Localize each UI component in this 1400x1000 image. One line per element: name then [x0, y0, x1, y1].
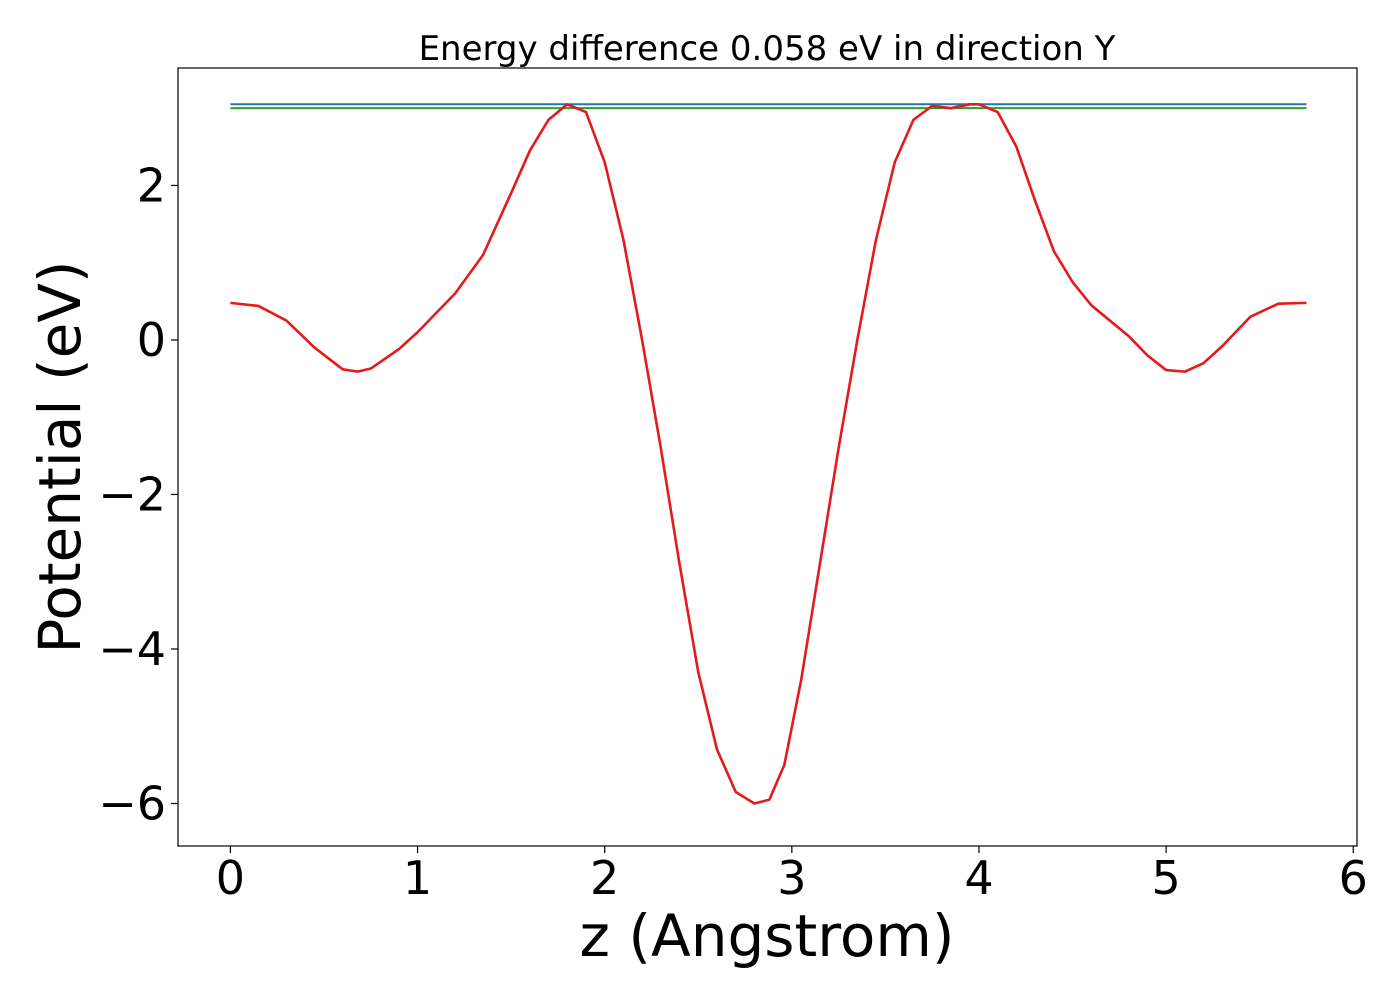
chart-title: Energy difference 0.058 eV in direction … [419, 29, 1116, 69]
x-tick-label: 0 [216, 851, 245, 905]
x-tick-label: 3 [777, 851, 806, 905]
series-line-3 [230, 103, 1307, 805]
y-tick-label: −6 [98, 777, 166, 831]
x-tick-label: 6 [1339, 851, 1368, 905]
x-tick-label: 2 [590, 851, 619, 905]
series-layer [230, 103, 1307, 805]
plot-frame [177, 67, 1358, 847]
y-axis-label: Potential (eV) [26, 260, 94, 653]
y-tick-label: 0 [137, 313, 166, 367]
y-tick-label: 2 [137, 158, 166, 212]
y-axis-ticks: −6 −4 −2 0 2 [98, 158, 178, 831]
y-tick-label: −4 [98, 622, 166, 676]
y-tick-label: −2 [98, 467, 166, 521]
x-tick-label: 5 [1151, 851, 1180, 905]
x-axis-ticks: 0 1 2 3 4 5 6 [216, 846, 1368, 905]
plot-area [178, 68, 1357, 846]
x-tick-label: 4 [964, 851, 993, 905]
x-tick-label: 1 [403, 851, 432, 905]
x-axis-label: z (Angstrom) [580, 902, 955, 970]
